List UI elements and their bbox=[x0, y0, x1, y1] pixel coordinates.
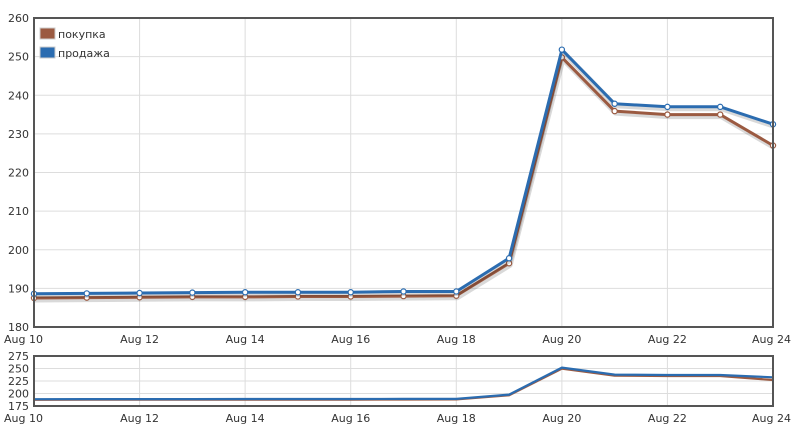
data-point[interactable] bbox=[241, 289, 249, 296]
series-line-shadow bbox=[34, 49, 775, 299]
overview-x-tick-label: Aug 10 bbox=[4, 412, 43, 425]
overview-y-tick-label: 225 bbox=[8, 375, 29, 388]
main-plot-frame bbox=[33, 17, 774, 328]
data-point[interactable] bbox=[664, 103, 671, 111]
main-x-tick-label: Aug 22 bbox=[648, 333, 687, 346]
main-x-tick-label: Aug 24 bbox=[752, 333, 791, 346]
main-x-tick-label: Aug 16 bbox=[331, 333, 370, 346]
overview-x-tick-label: Aug 14 bbox=[226, 412, 265, 425]
main-x-tick-label: Aug 12 bbox=[120, 333, 159, 346]
data-point[interactable] bbox=[83, 290, 90, 297]
legend-swatch bbox=[39, 27, 56, 40]
main-x-tick-label: Aug 14 bbox=[226, 333, 265, 346]
main-y-tick-label: 220 bbox=[8, 167, 29, 180]
main-y-tick-label: 230 bbox=[8, 128, 29, 141]
series-line-prodazha[interactable] bbox=[33, 48, 774, 296]
overview-x-tick-label: Aug 20 bbox=[542, 412, 581, 425]
data-point[interactable] bbox=[294, 289, 302, 296]
data-point[interactable] bbox=[505, 255, 513, 262]
overview-x-tick-label: Aug 16 bbox=[331, 412, 370, 425]
data-point[interactable] bbox=[558, 46, 566, 53]
overview-series-line-prodazha[interactable] bbox=[33, 366, 774, 401]
main-axis-labels: 180 190 200 210 220 230 240 250 260 Aug 10 Aug 12 A… bbox=[4, 12, 791, 346]
overview-x-tick-label: Aug 22 bbox=[648, 412, 687, 425]
data-point[interactable] bbox=[664, 111, 671, 118]
overview-series-line-pokupka[interactable] bbox=[33, 367, 774, 401]
data-point[interactable] bbox=[400, 288, 407, 295]
overview-grid bbox=[34, 356, 773, 406]
overview-y-tick-label: 275 bbox=[8, 350, 29, 363]
legend[interactable]: покупка продажа bbox=[39, 27, 110, 60]
main-y-tick-label: 210 bbox=[8, 205, 29, 218]
data-point[interactable] bbox=[717, 111, 724, 118]
data-point[interactable] bbox=[189, 289, 196, 296]
main-series-layer[interactable] bbox=[30, 46, 777, 303]
main-grid bbox=[34, 18, 773, 327]
main-y-tick-label: 180 bbox=[8, 321, 29, 334]
overview-y-tick-label: 250 bbox=[8, 363, 29, 376]
main-y-tick-label: 260 bbox=[8, 12, 29, 25]
overview-plot-frame[interactable] bbox=[33, 355, 774, 407]
legend-label: продажа bbox=[58, 47, 110, 60]
main-x-tick-label: Aug 20 bbox=[542, 333, 581, 346]
main-x-tick-label: Aug 18 bbox=[437, 333, 476, 346]
legend-swatch bbox=[39, 46, 56, 59]
data-point[interactable] bbox=[453, 288, 460, 295]
data-point[interactable] bbox=[717, 103, 724, 111]
main-x-tick-label: Aug 10 bbox=[4, 333, 43, 346]
overview-x-tick-label: Aug 18 bbox=[437, 412, 476, 425]
overview-y-tick-label: 175 bbox=[8, 400, 29, 413]
data-point[interactable] bbox=[611, 107, 618, 115]
main-y-tick-label: 250 bbox=[8, 51, 29, 64]
data-point[interactable] bbox=[136, 289, 143, 297]
main-y-tick-label: 190 bbox=[8, 282, 29, 295]
main-y-tick-label: 200 bbox=[8, 244, 29, 257]
data-point[interactable] bbox=[611, 100, 618, 107]
series-line-pokupka[interactable] bbox=[33, 55, 774, 300]
overview-x-tick-label: Aug 12 bbox=[120, 412, 159, 425]
main-y-tick-label: 240 bbox=[8, 89, 29, 102]
legend-label: покупка bbox=[58, 28, 106, 41]
data-point[interactable] bbox=[347, 289, 354, 296]
overview-series-layer[interactable] bbox=[33, 366, 774, 401]
overview-x-tick-label: Aug 24 bbox=[752, 412, 791, 425]
overview-y-tick-label: 200 bbox=[8, 388, 29, 401]
